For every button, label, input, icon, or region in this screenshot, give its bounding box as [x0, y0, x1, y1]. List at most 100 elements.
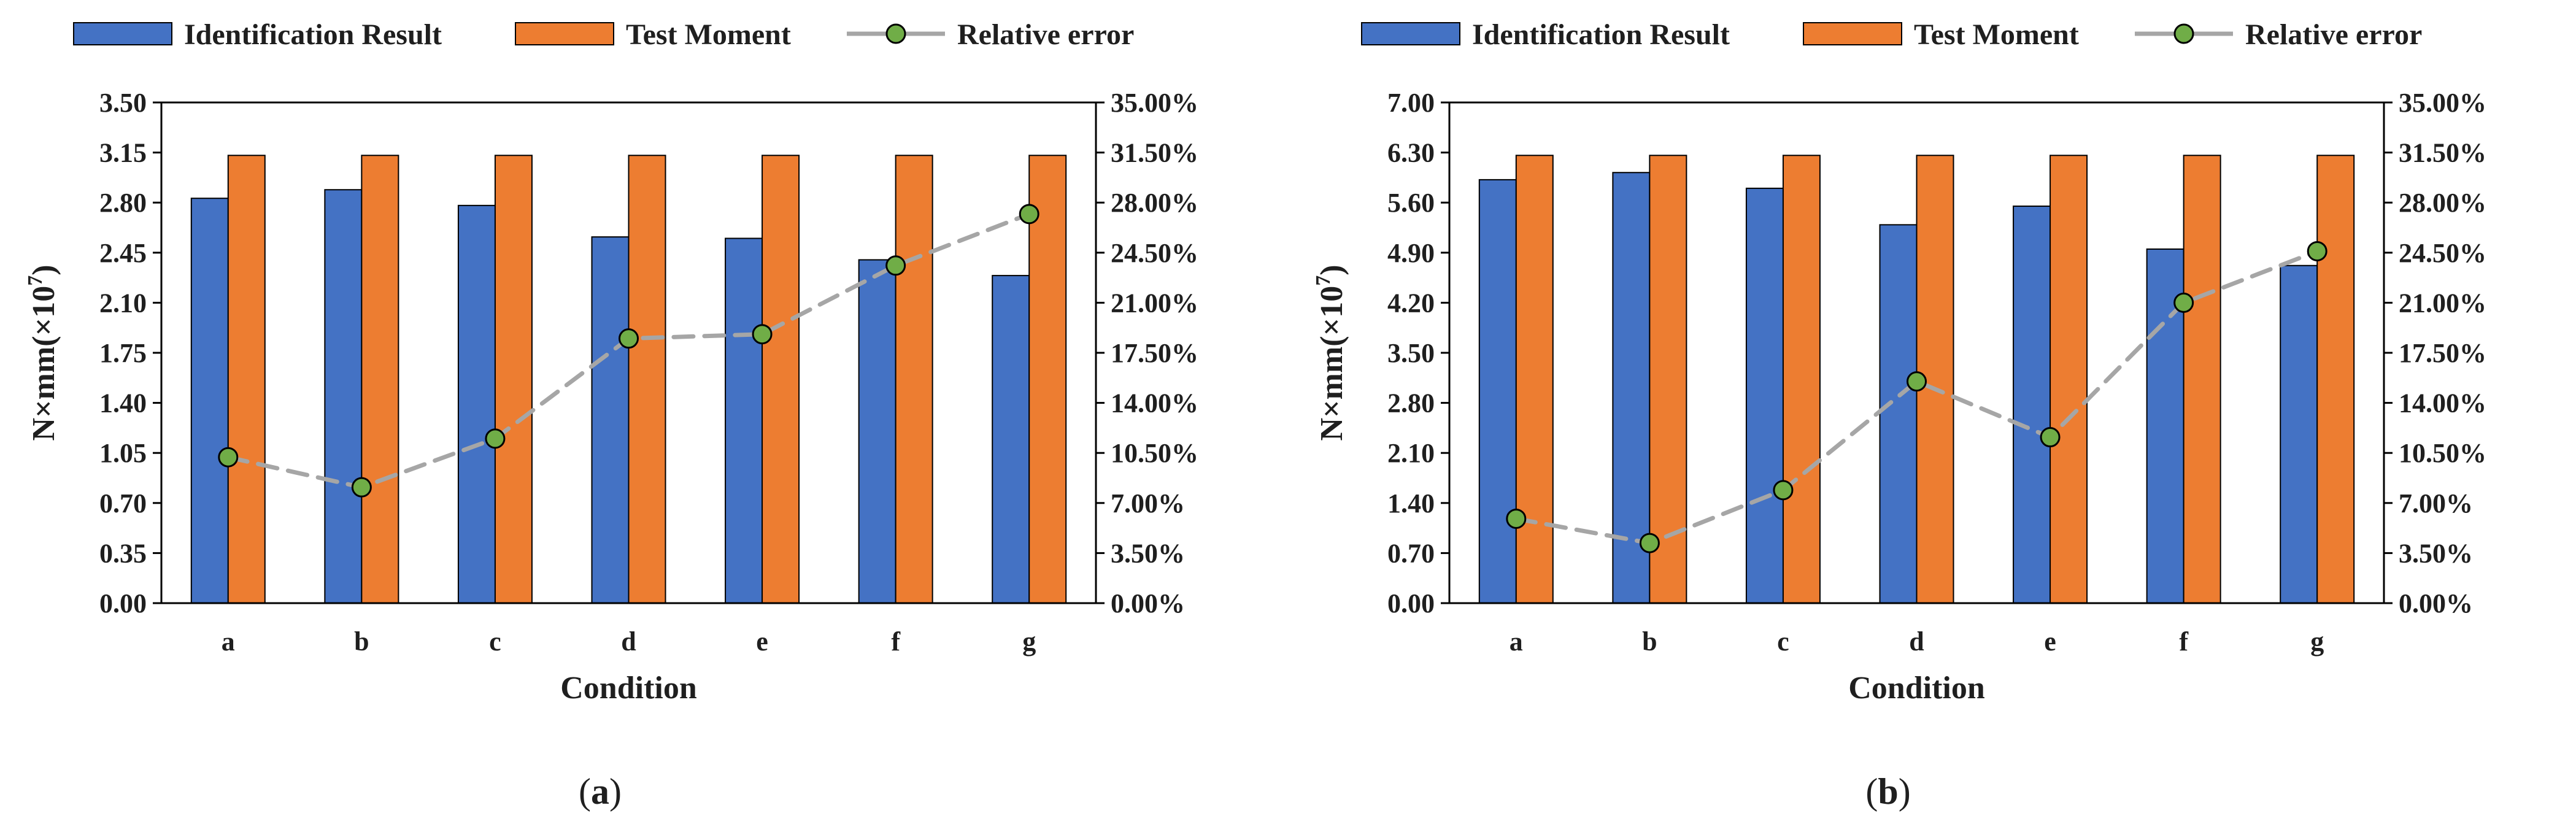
right-tick-label: 3.50% [2399, 538, 2473, 568]
chart-panel-b: Identification Result Test Moment Relative… [1288, 0, 2576, 832]
left-tick-label: 2.10 [99, 288, 147, 318]
x-tick-label-a: a [1510, 626, 1523, 657]
bar-test-e [762, 155, 800, 604]
relative-error-point-d [619, 328, 639, 349]
left-tick-label: 2.45 [99, 238, 147, 268]
left-tick-label: 5.60 [1387, 188, 1435, 218]
right-tick-label: 24.50% [2399, 238, 2486, 268]
legend: Identification Result Test Moment Relative… [1361, 18, 2422, 51]
y-axis-title-close: ) [26, 264, 61, 275]
relative-error-point-a [218, 447, 239, 468]
bar-test-d [628, 155, 666, 604]
left-tick-label: 1.40 [1387, 488, 1435, 518]
y-axis-title-exponent: 7 [24, 275, 47, 286]
right-tick-label: 31.50% [2399, 138, 2486, 168]
caption-letter: b [1878, 771, 1898, 812]
left-tick-label: 4.90 [1387, 238, 1435, 268]
x-tick-label-g: g [1022, 626, 1036, 657]
left-tick-label: 4.20 [1387, 288, 1435, 318]
relative-error-point-f [2173, 292, 2194, 313]
bar-identification-c [457, 204, 496, 604]
right-tick-label: 17.50% [2399, 338, 2486, 368]
bar-identification-d [591, 236, 630, 604]
left-tick-label: 2.10 [1387, 438, 1435, 468]
left-tick-label: 1.40 [99, 388, 147, 418]
bar-test-e [2050, 155, 2088, 604]
x-axis-ticks: a b c d e f g [1510, 626, 2324, 657]
bar-test-g [1028, 155, 1067, 604]
legend-marker-icon [885, 23, 906, 44]
right-tick-label: 14.00% [2399, 388, 2486, 418]
right-tick-label: 7.00% [2399, 488, 2473, 518]
left-tick-label: 0.70 [99, 488, 147, 518]
right-tick-label: 0.00% [2399, 588, 2473, 618]
right-tick-label: 31.50% [1111, 138, 1198, 168]
left-tick-label: 0.00 [1387, 588, 1435, 618]
legend-swatch-2 [1803, 22, 1902, 45]
left-axis-ticks: 0.00 0.70 1.40 2.10 2.80 3.50 4.20 4.90 5.60 6.30… [1387, 88, 1449, 618]
bar-identification-e [2013, 206, 2051, 604]
right-tick-label: 21.00% [2399, 288, 2486, 318]
bars [1478, 155, 2355, 604]
y-axis-title-main: N×mm(×10 [1314, 286, 1349, 441]
right-tick-label: 10.50% [2399, 438, 2486, 468]
legend-swatch-2 [515, 22, 614, 45]
caption-open: ( [579, 771, 591, 812]
relative-error-point-e [2040, 427, 2061, 448]
left-tick-label: 2.80 [99, 188, 147, 218]
bar-identification-a [190, 198, 229, 604]
right-tick-label: 28.00% [2399, 188, 2486, 218]
right-tick-label: 35.00% [2399, 88, 2486, 118]
legend-swatch-1 [1361, 22, 1460, 45]
left-tick-label: 0.00 [99, 588, 147, 618]
bar-test-f [895, 155, 933, 604]
left-tick-label: 3.50 [1387, 338, 1435, 368]
x-tick-label-a: a [222, 626, 235, 657]
left-tick-label: 1.75 [99, 338, 147, 368]
legend-label-3: Relative error [957, 18, 1134, 51]
left-tick-label: 3.50 [99, 88, 147, 118]
chart-b: Identification Result Test Moment Relative… [1312, 18, 2486, 812]
left-tick-label: 3.15 [99, 138, 147, 168]
legend-swatch-1 [73, 22, 172, 45]
caption-open: ( [1865, 771, 1878, 812]
relative-error-point-g [1019, 204, 1039, 225]
right-tick-label: 10.50% [1111, 438, 1198, 468]
relative-error-point-d [1907, 371, 1927, 392]
bar-test-g [2316, 155, 2355, 604]
bar-test-c [494, 155, 533, 604]
relative-error-point-f [885, 255, 906, 276]
y-axis-title: N×mm(×107) [24, 264, 61, 441]
x-axis-ticks: a b c d e f g [222, 626, 1036, 657]
left-tick-label: 2.80 [1387, 388, 1435, 418]
figure-caption: (b) [1865, 771, 1910, 812]
caption-letter: a [591, 771, 609, 812]
chart-panel-a: Identification Result Test Moment Relative… [24, 18, 1198, 812]
x-tick-label-e: e [756, 626, 768, 657]
relative-error-point-c [485, 428, 506, 449]
bar-identification-g [992, 275, 1030, 604]
bar-test-f [2183, 155, 2221, 604]
left-tick-label: 0.70 [1387, 538, 1435, 568]
caption-close: ) [1899, 771, 1911, 812]
bar-test-b [1649, 155, 1687, 604]
x-tick-label-g: g [2310, 626, 2324, 657]
left-axis-ticks: 0.00 0.35 0.70 1.05 1.40 1.75 2.10 2.45 2.80 3.15… [99, 88, 161, 618]
relative-error-point-g [2307, 241, 2327, 261]
caption-close: ) [609, 771, 622, 812]
right-tick-label: 21.00% [1111, 288, 1198, 318]
bar-test-c [1782, 155, 1821, 604]
left-tick-label: 1.05 [99, 438, 147, 468]
relative-error-point-c [1773, 480, 1794, 501]
right-axis-ticks: 0.00% 3.50% 7.00% 10.50% 14.00% 17.50% 21.00% 2… [1096, 88, 1198, 618]
relative-error-point-a [1506, 508, 1527, 529]
bar-identification-a [1478, 179, 1517, 604]
right-tick-label: 14.00% [1111, 388, 1198, 418]
legend: Identification Result Test Moment Relative… [73, 18, 1134, 51]
legend-label-3: Relative error [2245, 18, 2422, 51]
bar-identification-d [1879, 224, 1918, 604]
x-tick-label-d: d [1909, 626, 1924, 657]
left-tick-label: 0.35 [99, 538, 147, 568]
right-tick-label: 0.00% [1111, 588, 1185, 618]
bar-identification-b [324, 189, 363, 604]
